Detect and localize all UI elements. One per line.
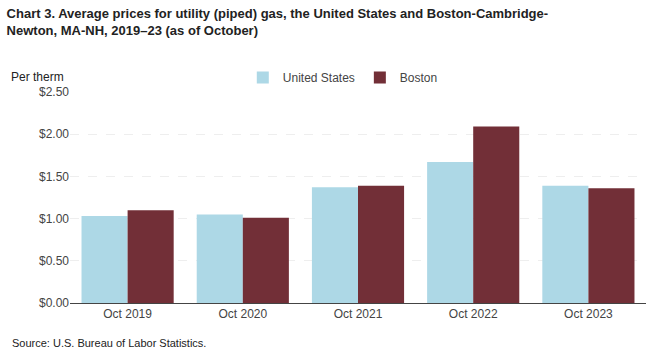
svg-text:$2.00: $2.00 bbox=[39, 127, 69, 141]
svg-text:United States: United States bbox=[283, 71, 355, 85]
svg-text:Oct 2021: Oct 2021 bbox=[334, 307, 383, 321]
svg-text:Oct 2020: Oct 2020 bbox=[218, 307, 267, 321]
svg-text:Oct 2023: Oct 2023 bbox=[564, 307, 613, 321]
svg-text:Chart 3. Average prices for ut: Chart 3. Average prices for utility (pip… bbox=[7, 6, 549, 38]
svg-text:Oct 2022: Oct 2022 bbox=[449, 307, 498, 321]
svg-text:Boston: Boston bbox=[400, 71, 437, 85]
svg-text:$2.50: $2.50 bbox=[39, 85, 69, 99]
svg-text:Source: U.S. Bureau of Labor S: Source: U.S. Bureau of Labor Statistics. bbox=[12, 337, 206, 349]
svg-text:$1.00: $1.00 bbox=[39, 212, 69, 226]
svg-text:$1.50: $1.50 bbox=[39, 170, 69, 184]
svg-text:Oct 2019: Oct 2019 bbox=[103, 307, 152, 321]
svg-text:$0.00: $0.00 bbox=[39, 296, 69, 310]
svg-text:$0.50: $0.50 bbox=[39, 254, 69, 268]
svg-text:Per therm: Per therm bbox=[11, 70, 64, 84]
